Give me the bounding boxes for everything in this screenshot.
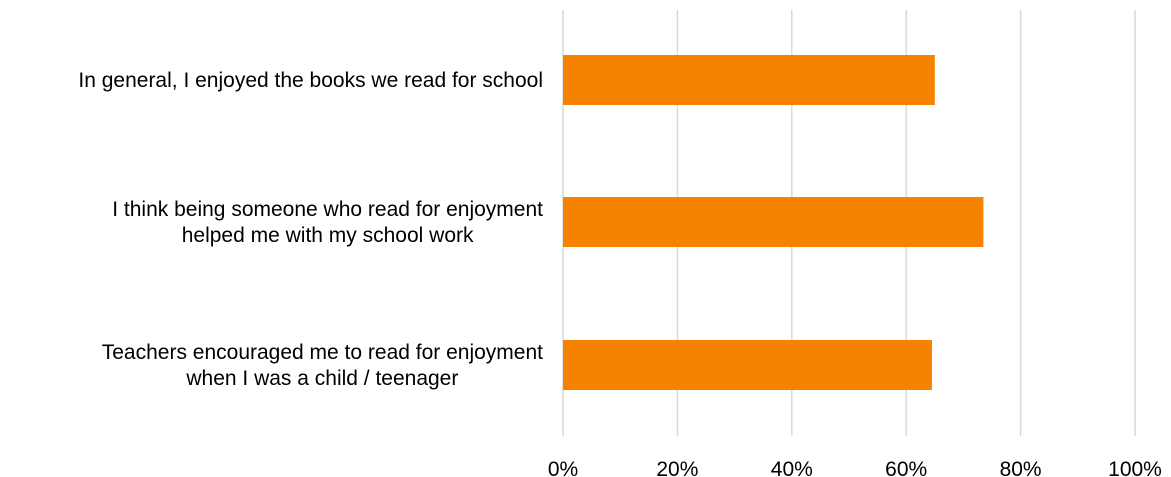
x-tick-label-20: 20% — [656, 458, 698, 477]
bar-1 — [563, 55, 935, 105]
bars — [563, 55, 984, 390]
x-axis-tick-labels: 0% 20% 40% 60% 80% 100% — [548, 458, 1162, 477]
x-tick-label-60: 60% — [885, 458, 927, 477]
x-tick-label-80: 80% — [1000, 458, 1042, 477]
bar-3 — [563, 340, 932, 390]
category-label-3: Teachers encouraged me to read for enjoy… — [102, 341, 543, 390]
bar-2 — [563, 197, 984, 247]
category-labels: In general, I enjoyed the books we read … — [78, 69, 543, 390]
category-label-1: In general, I enjoyed the books we read … — [78, 69, 543, 92]
x-tick-label-0: 0% — [548, 458, 578, 477]
x-tick-label-100: 100% — [1108, 458, 1162, 477]
x-tick-label-40: 40% — [771, 458, 813, 477]
category-label-2: I think being someone who read for enjoy… — [112, 198, 543, 247]
